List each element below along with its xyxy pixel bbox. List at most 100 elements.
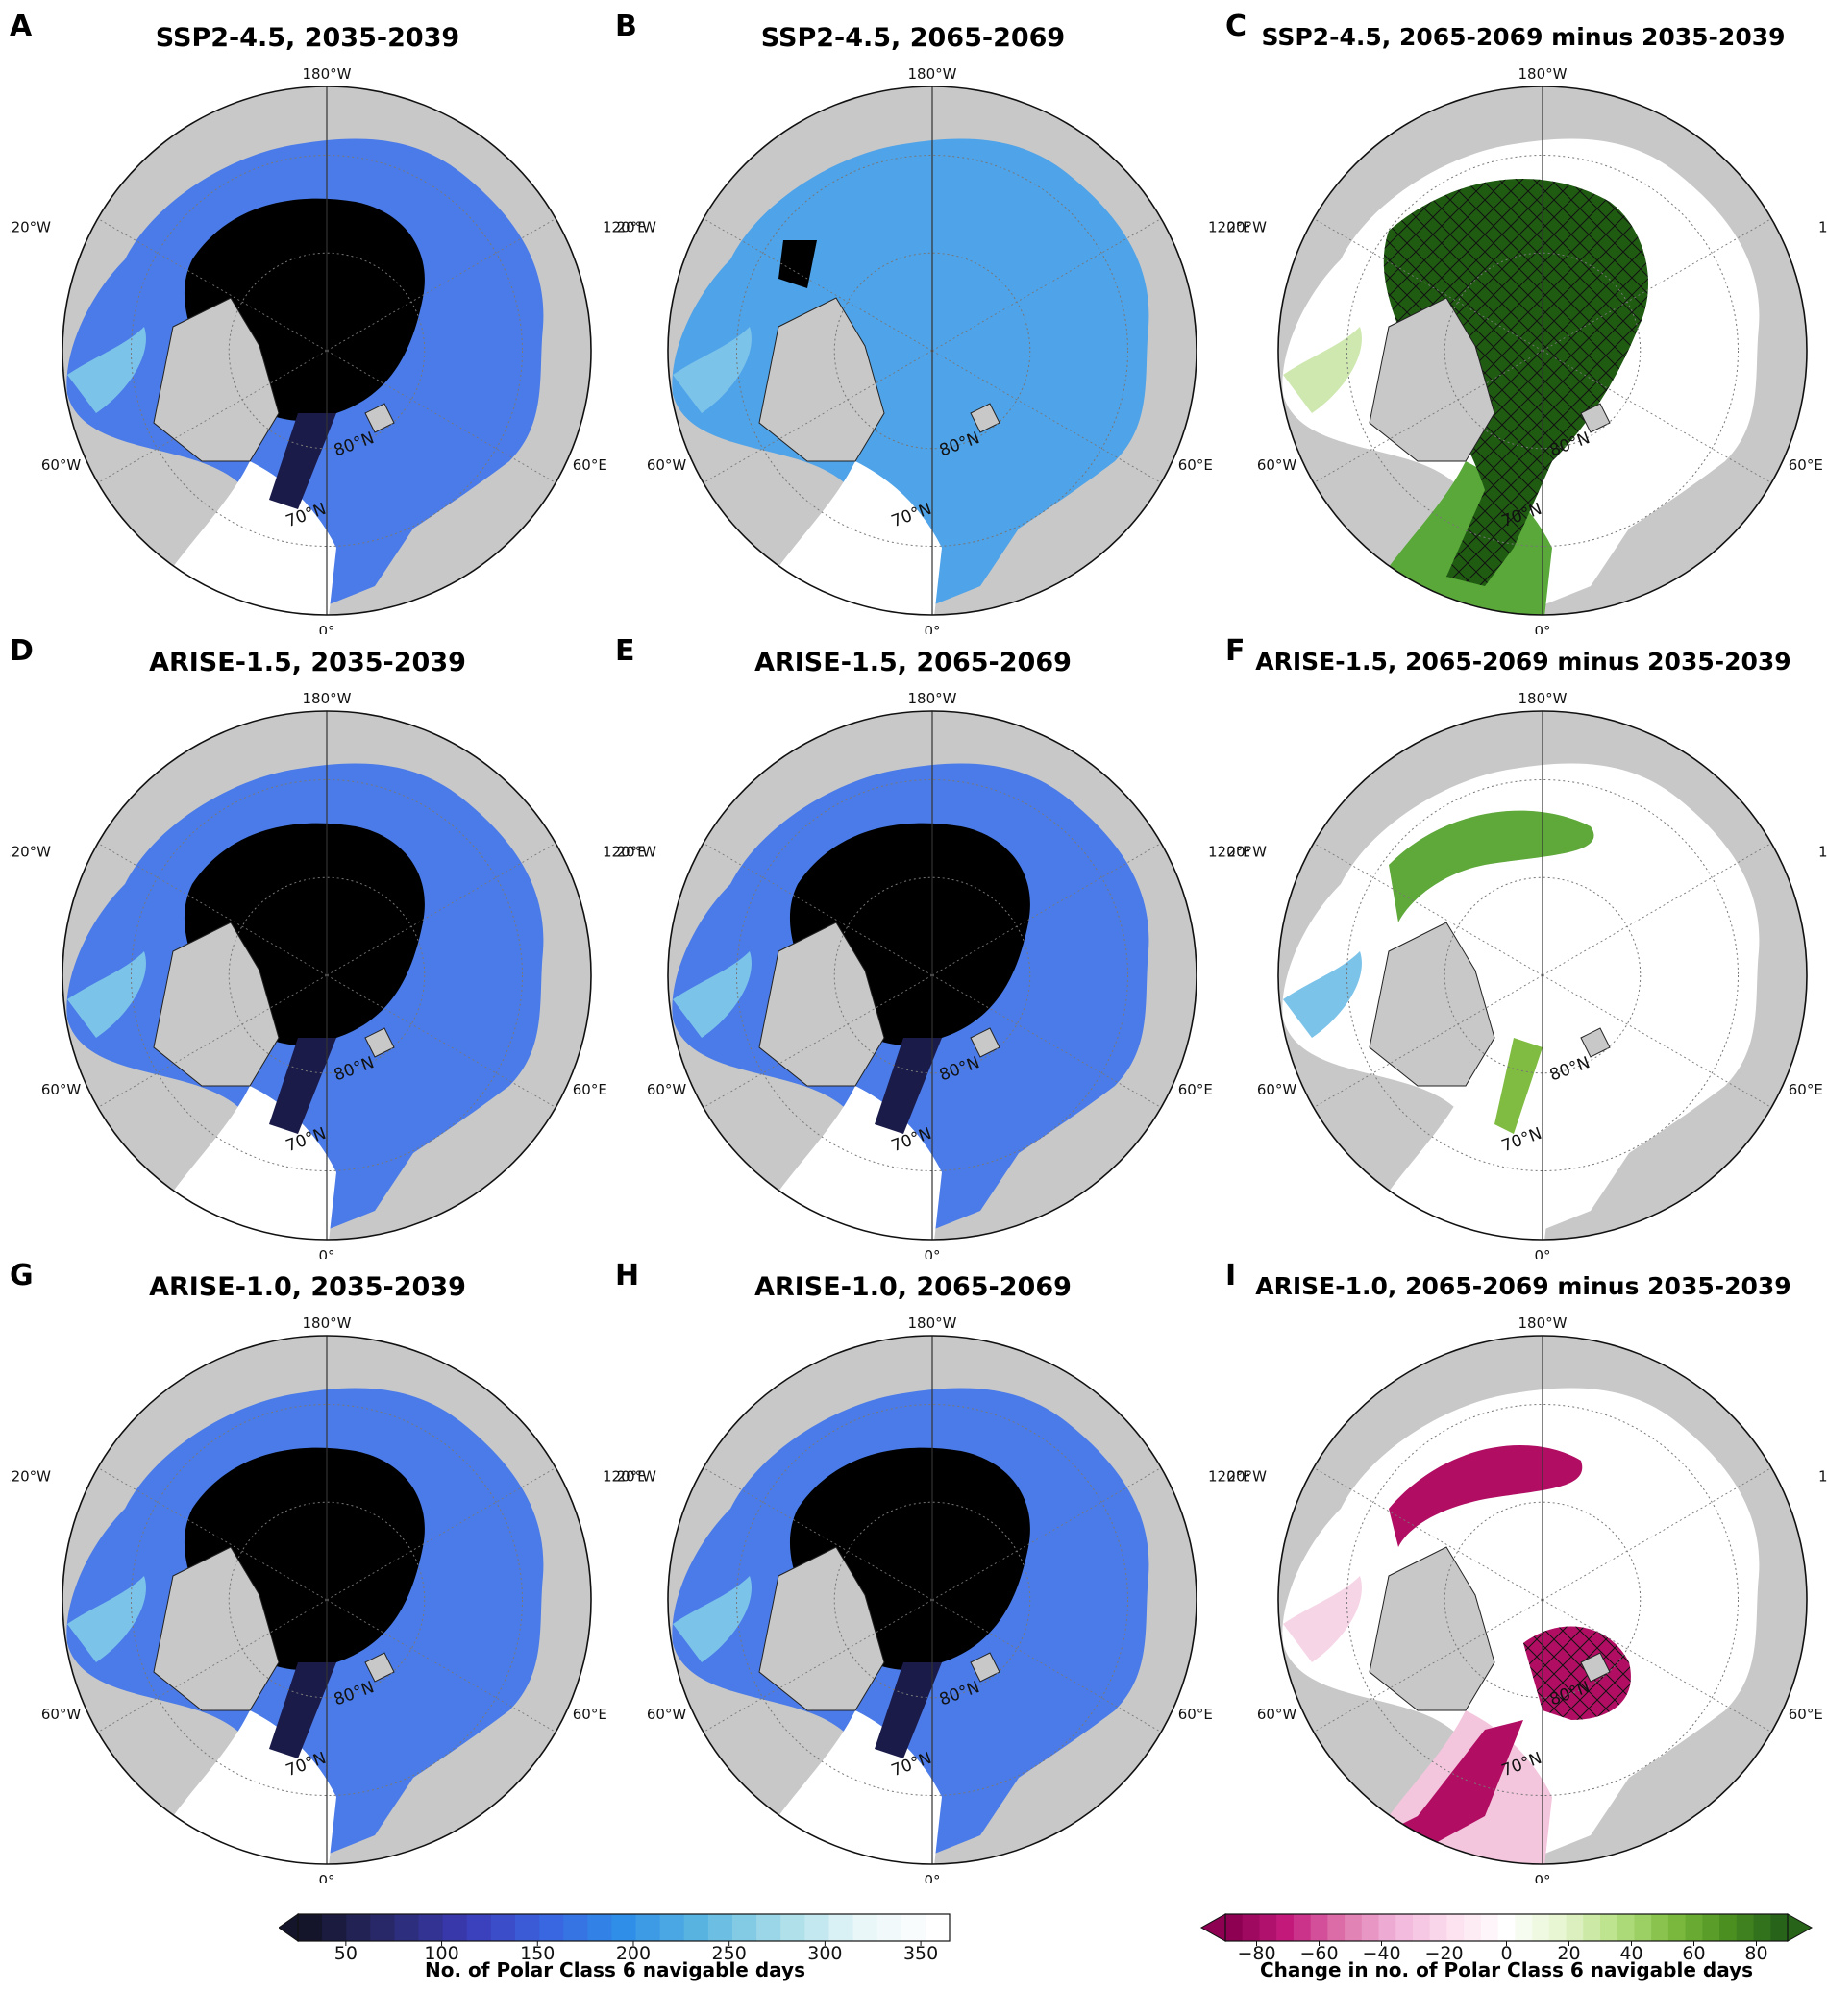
colorbar-segment xyxy=(587,1914,613,1941)
lon-label-0: 0° xyxy=(924,623,940,634)
colorbar-tick-label: 20 xyxy=(1557,1943,1580,1960)
lon-label-180w: 180°W xyxy=(908,1315,957,1332)
meridian xyxy=(1542,974,1772,1108)
colorbar-segment xyxy=(1719,1914,1738,1941)
colorbar-tick-label: 0 xyxy=(1500,1943,1512,1960)
meridian xyxy=(326,1467,556,1601)
colorbar-days-svg: 50 100 150 200 250 300 350 xyxy=(278,1913,951,1964)
map-boundary xyxy=(667,710,1197,1241)
greenland xyxy=(1369,922,1495,1087)
colorbar-segment xyxy=(1242,1914,1261,1941)
lon-label-120w: 120°W xyxy=(10,1467,51,1485)
meridian xyxy=(326,350,556,483)
panel-letter: G xyxy=(10,1259,34,1292)
lon-label-60e: 60°E xyxy=(1789,1081,1823,1098)
lon-label-120w: 120°W xyxy=(1225,218,1267,235)
panel-title: SSP2-4.5, 2065-2069 xyxy=(760,23,1066,53)
meridian xyxy=(931,974,1162,1108)
colorbar-segment xyxy=(1634,1914,1652,1941)
lon-label-120w: 120°W xyxy=(10,218,51,235)
svalbard xyxy=(1580,1652,1611,1683)
meridian xyxy=(1542,1599,1772,1733)
lat-70-circle xyxy=(736,155,1128,547)
hudson-bay xyxy=(673,327,752,413)
panel-title: ARISE-1.5, 2065-2069 xyxy=(754,648,1072,677)
change-region-2 xyxy=(1494,1038,1543,1134)
panel-letter: F xyxy=(1225,634,1246,668)
lon-label-60e: 60°E xyxy=(1178,1081,1213,1098)
panel-letter: I xyxy=(1225,1259,1237,1292)
colorbar-segment xyxy=(1753,1914,1771,1941)
colorbar-days-title: No. of Polar Class 6 navigable days xyxy=(425,1958,805,1981)
colorbar-segment xyxy=(418,1914,444,1941)
meridian xyxy=(326,974,556,1108)
meridian xyxy=(931,1467,1162,1601)
colorbar-segment xyxy=(1327,1914,1346,1941)
lon-label-120e: 120°E xyxy=(1208,843,1249,860)
colorbar-segment xyxy=(1378,1914,1396,1941)
colorbar-frame xyxy=(297,1913,951,1942)
hudson-bay xyxy=(1283,1576,1362,1662)
lon-label-180w: 180°W xyxy=(303,690,352,707)
colorbar-segment xyxy=(780,1914,805,1941)
lon-label-120w: 120°W xyxy=(615,1467,656,1485)
hudson-bay xyxy=(1283,951,1362,1038)
lon-label-60w: 60°W xyxy=(647,1706,687,1723)
colorbar-segment xyxy=(1446,1914,1465,1941)
map-boundary xyxy=(1277,710,1808,1241)
colorbar-segment xyxy=(683,1914,709,1941)
panel-letter: E xyxy=(615,634,635,668)
hudson-bay xyxy=(67,327,146,413)
meridian xyxy=(703,1599,933,1733)
meridian xyxy=(97,350,328,483)
colorbar-segment xyxy=(490,1914,516,1941)
colorbar-segment xyxy=(1548,1914,1568,1941)
colorbar-segment xyxy=(515,1914,540,1941)
greenland xyxy=(758,922,885,1087)
colorbar-segment xyxy=(1259,1914,1277,1941)
lon-label-180w: 180°W xyxy=(303,65,352,83)
map-panel-d: 180°W0°120°W120°E60°W60°E80°N70°NDARISE-… xyxy=(10,634,644,1259)
meridian xyxy=(97,843,328,976)
lon-label-0: 0° xyxy=(318,1872,334,1883)
meridian xyxy=(97,1467,328,1601)
hudson-bay xyxy=(67,1576,146,1662)
colorbar-segment xyxy=(1310,1914,1328,1941)
lon-label-180w: 180°W xyxy=(1518,65,1568,83)
colorbar-segment xyxy=(1293,1914,1312,1941)
colorbar-segment xyxy=(1345,1914,1363,1941)
lat-80-circle xyxy=(1444,1501,1642,1699)
panel-title: SSP2-4.5, 2065-2069 minus 2035-2039 xyxy=(1261,23,1786,51)
meridian xyxy=(703,1467,933,1601)
lon-label-60w: 60°W xyxy=(41,1706,82,1723)
lon-label-60e: 60°E xyxy=(573,1081,607,1098)
lon-label-60w: 60°W xyxy=(647,456,687,474)
colorbar-segment xyxy=(1480,1914,1499,1941)
colorbar-segment xyxy=(370,1914,396,1941)
svalbard xyxy=(364,1027,395,1058)
lon-label-0: 0° xyxy=(1534,1872,1550,1883)
fram-strait xyxy=(875,1662,942,1758)
map-boundary xyxy=(62,86,592,616)
map-panel-c: 180°W0°120°W120°E60°W60°E80°N70°NCSSP2-4… xyxy=(1225,10,1827,634)
colorbar-segment xyxy=(346,1914,371,1941)
svalbard xyxy=(1580,403,1611,433)
colorbar-segment xyxy=(756,1914,781,1941)
meridian xyxy=(703,218,933,352)
colorbar-change-svg: −80 −60 −40 −20 0 20 40 60 80 xyxy=(1199,1913,1814,1964)
lon-label-60e: 60°E xyxy=(1789,456,1823,474)
svalbard xyxy=(364,1652,395,1683)
colorbar-segment xyxy=(804,1914,830,1941)
lon-label-60e: 60°E xyxy=(1789,1706,1823,1723)
colorbar-tick-label: 350 xyxy=(903,1943,938,1960)
colorbar-tick-label: 300 xyxy=(807,1943,842,1960)
fram-strait xyxy=(269,413,336,509)
colorbar-segment xyxy=(466,1914,492,1941)
lat-80-circle xyxy=(228,876,426,1074)
lon-label-180w: 180°W xyxy=(908,690,957,707)
colorbar-segment xyxy=(901,1914,926,1941)
svalbard xyxy=(970,1027,1000,1058)
lat-80-circle xyxy=(1444,252,1642,450)
greenland xyxy=(1369,297,1495,462)
